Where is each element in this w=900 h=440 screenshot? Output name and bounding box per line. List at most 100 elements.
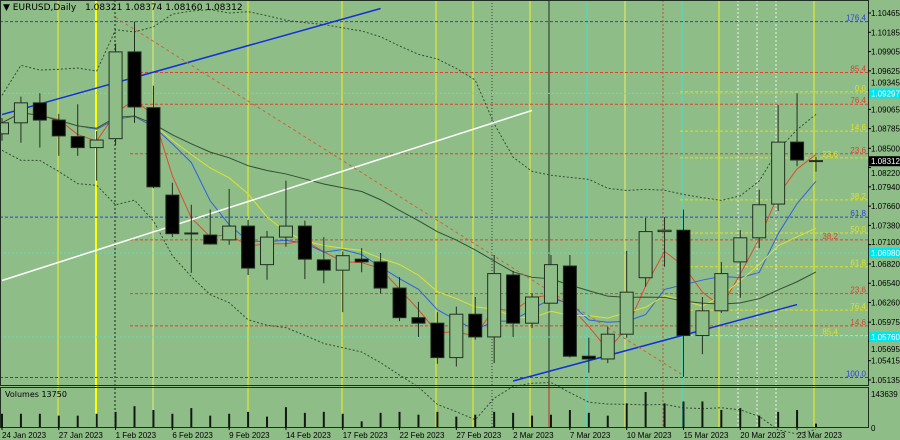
candle-body [808, 160, 823, 163]
candle [222, 188, 237, 245]
fib-level-label: 176.4 [846, 14, 867, 23]
y-tick-label: 1.09625 [871, 67, 900, 76]
candle-body [165, 194, 180, 235]
candle-body [392, 287, 407, 319]
price-highlight-label: 1.06980 [871, 249, 900, 258]
fib-level-label: 61.8 [850, 209, 866, 218]
price-highlight-box [869, 88, 900, 99]
open-value: 1.08321 [85, 3, 123, 13]
candle-body [487, 273, 502, 338]
x-tick-label: 1 Feb 2023 [116, 431, 157, 440]
fib-level-label: 85.4 [850, 65, 866, 74]
candle [619, 250, 634, 338]
candle [392, 277, 407, 322]
candle-body [449, 313, 464, 359]
candle [430, 312, 445, 364]
fib-level-label: 0.0 [855, 84, 867, 93]
candle [676, 209, 691, 377]
candle-body [790, 141, 805, 161]
candle [562, 255, 577, 358]
moving-average-line [1, 99, 817, 351]
candle-body [468, 313, 483, 338]
candle [13, 96, 28, 143]
price-highlight-label: 1.05760 [871, 333, 900, 342]
y-tick-label: 1.05695 [871, 345, 900, 354]
y-tick-label: 1.05415 [871, 357, 900, 366]
fib-level-label: 23.6 [850, 146, 866, 155]
volume-min-label: 0 [871, 424, 876, 433]
candle [32, 93, 47, 148]
low-value: 1.08160 [165, 3, 203, 13]
y-tick-label: 1.10465 [871, 9, 900, 18]
high-value: 1.08374 [125, 3, 163, 13]
candle-body [771, 141, 786, 205]
price-highlight-box [869, 247, 900, 258]
candle-body [222, 225, 237, 241]
symbol-label: EURUSD,Daily [12, 3, 77, 13]
candle [184, 204, 199, 273]
candle-body [657, 229, 672, 233]
x-tick-label: 27 Jan 2023 [59, 431, 104, 440]
x-tick-label: 7 Mar 2023 [570, 431, 611, 440]
fib-level-label: 14.6 [850, 318, 866, 327]
candle-body [335, 255, 350, 271]
y-tick-label: 1.08500 [871, 144, 900, 153]
candle-body [752, 204, 767, 239]
trendline [115, 17, 684, 376]
current-price-box [869, 156, 900, 167]
candle [354, 248, 369, 273]
x-tick-label: 9 Feb 2023 [229, 431, 270, 440]
candle [241, 219, 256, 275]
candle [449, 306, 464, 367]
x-tick-label: 15 Mar 2023 [683, 431, 728, 440]
y-tick-label: 1.05975 [871, 318, 900, 327]
candle-body [600, 333, 615, 360]
triangle-down-icon[interactable]: ▼ [3, 3, 10, 13]
candle [733, 230, 748, 298]
candle [70, 104, 85, 156]
volume-max-label: 143639 [871, 390, 898, 399]
candle-body [581, 355, 596, 360]
candle-body [373, 261, 388, 289]
y-tick-label: 1.09345 [871, 78, 900, 87]
trendline [512, 303, 798, 382]
candle-body [127, 51, 142, 108]
candle [771, 104, 786, 211]
lower-envelope [1, 149, 817, 435]
current-price-label: 1.08312 [871, 157, 900, 166]
price-highlight-box [869, 331, 900, 342]
y-tick-label: 1.06820 [871, 260, 900, 269]
price-highlight-label: 1.09297 [871, 89, 900, 98]
fib-level-label: 38.2 [850, 192, 866, 201]
candle [260, 230, 275, 280]
candle-body [638, 231, 653, 279]
candle-body [184, 232, 199, 235]
candle [411, 301, 426, 337]
candle-body [714, 273, 729, 312]
candle-body [278, 225, 293, 238]
close-value: 1.08312 [205, 3, 243, 13]
candle-body [32, 102, 47, 121]
fib-level-label: 85.4 [822, 328, 838, 337]
fib-level-label: 14.6 [850, 123, 866, 132]
candle-body [70, 136, 85, 149]
candle-body [260, 236, 275, 266]
candle [487, 255, 502, 364]
y-tick-label: 1.05135 [871, 376, 900, 385]
y-tick-label: 1.07940 [871, 183, 900, 192]
candle [108, 43, 123, 145]
candle-body [146, 107, 161, 188]
candle [695, 297, 710, 355]
candle-body [354, 258, 369, 263]
fib-level-label: 76.4 [850, 96, 866, 105]
fib-level-label: 23.6 [850, 286, 866, 295]
fib-level-label: 76.4 [850, 302, 866, 311]
candle-body [411, 317, 426, 324]
candle [808, 156, 823, 172]
y-tick-label: 1.07660 [871, 202, 900, 211]
candle [278, 180, 293, 247]
candle-body [51, 119, 66, 137]
x-tick-label: 10 Mar 2023 [627, 431, 672, 440]
candle [543, 255, 558, 304]
